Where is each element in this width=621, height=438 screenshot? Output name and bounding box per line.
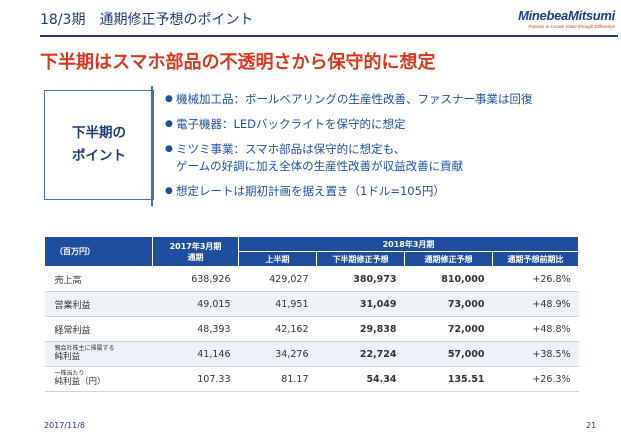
cell-full: 810,000 xyxy=(404,266,493,292)
point-text: 電子機器：LEDバックライトを保守的に想定 xyxy=(176,116,406,131)
h1-header: 上半期 xyxy=(238,251,317,267)
cell-fy2017: 49,015 xyxy=(152,291,239,317)
cell-h2: 380,973 xyxy=(316,266,405,292)
company-logo: MinebeaMitsumi Passion to Create Value t… xyxy=(487,8,615,29)
table-row-eps: 一株当たり 純利益（円） 107.33 81.17 54.34 135.51 +… xyxy=(44,366,579,392)
fy2017-header: 2017年3月期 通期 xyxy=(152,236,239,267)
cell-h1: 42,162 xyxy=(238,316,317,342)
fy2017-header-line2: 通期 xyxy=(187,252,204,262)
logo-name: MinebeaMitsumi xyxy=(518,8,615,23)
row-label: 売上高 xyxy=(44,266,153,292)
cell-h2: 29,838 xyxy=(316,316,405,342)
point-text: 想定レートは期初計画を据え置き（1ドル=105円） xyxy=(176,184,445,199)
h2-revised-header: 下半期修正予想 xyxy=(316,251,405,267)
row-label: 一株当たり 純利益（円） xyxy=(44,366,153,392)
unit-header: （百万円） xyxy=(44,236,153,267)
cell-fy2017: 48,393 xyxy=(152,316,239,342)
full-year-revised-header: 通期修正予想 xyxy=(404,251,493,267)
cell-full: 72,000 xyxy=(404,316,493,342)
point-text: ミツミ事業：スマホ部品は保守的に想定も、 xyxy=(176,141,406,156)
slide-header: 18/3期 通期修正予想のポイント MinebeaMitsumi Passion… xyxy=(0,0,621,38)
points-divider xyxy=(151,86,153,206)
footer-date: 2017/11/8 xyxy=(44,421,86,430)
points-list: ● 機械加工品：ボールベアリングの生産性改善、ファスナー事業は回復 ● 電子機器… xyxy=(165,91,533,208)
cell-yoy: +38.5% xyxy=(492,341,579,367)
header-divider xyxy=(40,35,618,37)
row-label-sub: 親会社株主に帰属する xyxy=(54,344,115,352)
table-row-net-income: 親会社株主に帰属する 純利益 41,146 34,276 22,724 57,0… xyxy=(44,341,579,367)
row-label: 親会社株主に帰属する 純利益 xyxy=(44,341,153,367)
point-mitsumi-business: ● ミツミ事業：スマホ部品は保守的に想定も、 ゲームの好調に加え全体の生産性改善… xyxy=(165,141,533,177)
cell-yoy: +48.9% xyxy=(492,291,579,317)
fy2017-header-line1: 2017年3月期 xyxy=(169,241,222,251)
cell-h1: 41,951 xyxy=(238,291,317,317)
row-label-sub: 一株当たり xyxy=(54,369,85,377)
points-label-line1: 下半期の xyxy=(72,125,126,142)
cell-h1: 81.17 xyxy=(238,366,317,392)
fy2018-group-header: 2018年3月期 xyxy=(237,236,580,252)
point-machined-components: ● 機械加工品：ボールベアリングの生産性改善、ファスナー事業は回復 xyxy=(165,91,533,109)
cell-yoy: +26.8% xyxy=(492,266,579,292)
point-text: 機械加工品：ボールベアリングの生産性改善、ファスナー事業は回復 xyxy=(176,92,533,106)
cell-yoy: +26.3% xyxy=(492,366,579,392)
cell-full: 73,000 xyxy=(404,291,493,317)
bullet-icon: ● xyxy=(165,118,173,129)
cell-h1: 429,027 xyxy=(238,266,317,292)
cell-fy2017: 41,146 xyxy=(152,341,239,367)
row-label: 営業利益 xyxy=(44,291,153,317)
bullet-icon: ● xyxy=(165,186,173,197)
row-label-main: 純利益（円） xyxy=(54,377,106,388)
logo-tagline: Passion to Create Value through Differen… xyxy=(528,24,615,29)
row-label: 経常利益 xyxy=(44,316,153,342)
table-row-operating-income: 営業利益 49,015 41,951 31,049 73,000 +48.9% xyxy=(44,291,579,317)
cell-h2: 22,724 xyxy=(316,341,405,367)
table-row-ordinary-income: 経常利益 48,393 42,162 29,838 72,000 +48.8% xyxy=(44,316,579,342)
point-electronic-devices: ● 電子機器：LEDバックライトを保守的に想定 xyxy=(165,116,533,134)
point-exchange-rate: ● 想定レートは期初計画を据え置き（1ドル=105円） xyxy=(165,183,533,201)
cell-h2: 31,049 xyxy=(316,291,405,317)
cell-full: 57,000 xyxy=(404,341,493,367)
cell-full: 135.51 xyxy=(404,366,493,392)
cell-h1: 34,276 xyxy=(238,341,317,367)
yoy-header: 通期予想前期比 xyxy=(491,251,580,267)
bullet-icon: ● xyxy=(165,94,173,104)
cell-h2: 54.34 xyxy=(316,366,405,392)
point-text-continued: ゲームの好調に加え全体の生産性改善が収益改善に貢献 xyxy=(176,159,464,174)
points-label-line2: ポイント xyxy=(72,148,126,164)
slide-title: 18/3期 通期修正予想のポイント xyxy=(40,12,254,28)
results-table: （百万円） 2017年3月期 通期 2018年3月期 上半期 下半期修正予想 通… xyxy=(44,236,580,392)
cell-fy2017: 638,926 xyxy=(152,266,239,292)
cell-yoy: +48.8% xyxy=(492,316,579,342)
points-label-box: 下半期の ポイント xyxy=(44,90,154,200)
headline: 下半期はスマホ部品の不透明さから保守的に想定 xyxy=(40,52,436,73)
cell-fy2017: 107.33 xyxy=(152,366,239,392)
table-row-net-sales: 売上高 638,926 429,027 380,973 810,000 +26.… xyxy=(44,266,579,292)
page-number: 21 xyxy=(586,421,597,430)
bullet-icon: ● xyxy=(165,143,173,154)
row-label-main: 純利益 xyxy=(54,352,81,363)
